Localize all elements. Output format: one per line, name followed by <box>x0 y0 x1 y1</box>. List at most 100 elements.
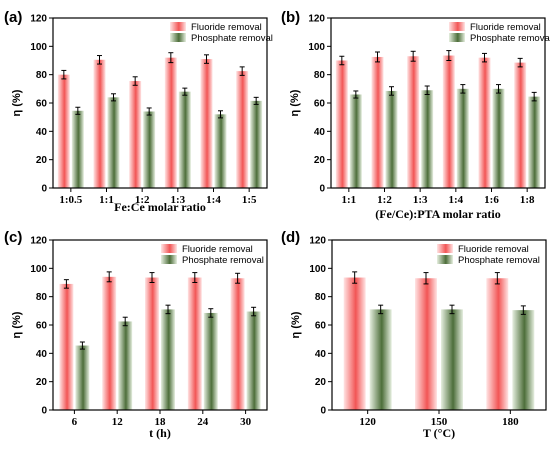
phosphate-bar <box>250 100 263 188</box>
y-tick-label: 120 <box>30 236 47 247</box>
x-tick-label: 150 <box>431 416 448 428</box>
panel-label: (c) <box>4 229 22 246</box>
x-tick-label: 24 <box>197 416 209 428</box>
legend-swatch-phosphate <box>170 33 186 42</box>
phosphate-bar <box>75 345 90 410</box>
y-tick-label: 0 <box>320 406 326 417</box>
y-tick-label: 60 <box>36 99 48 110</box>
panel-2: (b) 0 20 40 60 80 100 120 η (%) 1:1 1:2 1:3 1:4 1:6 1:… <box>281 9 550 221</box>
plot-frame <box>331 239 547 411</box>
y-axis-label: η (%) <box>290 311 302 338</box>
legend-swatch-fluoride <box>437 244 453 253</box>
x-tick-label: 12 <box>112 416 124 428</box>
fluoride-bar <box>236 71 249 188</box>
x-axis-label: T (°C) <box>423 426 455 440</box>
fluoride-bar <box>187 277 202 410</box>
y-tick-label: 40 <box>314 127 326 138</box>
x-tick-label: 1:6 <box>484 194 499 206</box>
panel-3: (c) 0 20 40 60 80 100 120 η (%) 6 12 18 24 30 t (h) Flu… <box>4 229 268 440</box>
x-tick-label: 1:2 <box>135 194 150 206</box>
y-tick-label: 0 <box>319 184 325 195</box>
legend-swatch-fluoride <box>170 22 186 31</box>
x-tick-label: 6 <box>72 416 78 428</box>
y-tick-label: 60 <box>315 321 327 332</box>
x-tick-label: 1:4 <box>448 194 463 206</box>
phosphate-bar <box>441 309 463 410</box>
phosphate-bar <box>143 111 156 188</box>
y-tick-label: 60 <box>314 99 326 110</box>
panel-label: (b) <box>281 9 300 26</box>
legend-label-phosphate: Phosphate removal <box>182 255 264 266</box>
phosphate-bar <box>203 312 218 410</box>
y-tick-label: 80 <box>315 292 327 303</box>
x-tick-label: 1:3 <box>413 194 428 206</box>
y-tick-label: 40 <box>315 349 327 360</box>
fluoride-bar <box>442 55 455 188</box>
y-tick-label: 100 <box>30 264 47 275</box>
y-tick-label: 100 <box>309 264 326 275</box>
x-tick-label: 1:2 <box>377 194 392 206</box>
y-tick-label: 0 <box>41 406 47 417</box>
legend-swatch-phosphate <box>449 33 465 42</box>
phosphate-bar <box>385 90 398 188</box>
y-tick-label: 100 <box>308 42 325 53</box>
x-tick-label: 1:8 <box>520 194 535 206</box>
phosphate-bar <box>118 321 133 410</box>
phosphate-bar <box>107 97 120 188</box>
y-axis-label: η (%) <box>11 89 23 116</box>
x-axis-label: Fe:Ce molar ratio <box>114 200 206 214</box>
legend-swatch-phosphate <box>437 255 453 264</box>
fluoride-bar <box>478 57 491 188</box>
plot-frame <box>330 17 546 189</box>
phosphate-bar <box>456 88 469 188</box>
phosphate-bar <box>528 96 541 188</box>
fluoride-bar <box>486 278 509 410</box>
y-tick-label: 20 <box>36 155 48 166</box>
phosphate-bar <box>161 309 175 410</box>
y-tick-label: 120 <box>309 236 326 247</box>
legend-swatch-fluoride <box>161 244 177 253</box>
phosphate-bar <box>512 310 535 410</box>
y-tick-label: 40 <box>36 127 48 138</box>
y-tick-label: 60 <box>36 321 48 332</box>
x-tick-label: 180 <box>502 416 519 428</box>
panel-label: (d) <box>281 229 300 246</box>
fluoride-bar <box>57 74 70 188</box>
y-tick-label: 80 <box>36 70 48 81</box>
phosphate-bar <box>349 94 362 188</box>
y-tick-label: 40 <box>36 349 48 360</box>
y-tick-label: 100 <box>30 42 47 53</box>
x-tick-label: 120 <box>359 416 376 428</box>
x-tick-label: 30 <box>240 416 252 428</box>
legend-label-fluoride: Fluoride removal <box>191 22 262 33</box>
phosphate-bar <box>246 311 261 410</box>
panel-4: (d) 0 20 40 60 80 100 120 η (%) 120 150 180 T (°C) Fl… <box>281 229 547 440</box>
x-tick-label: 1:1 <box>99 194 114 206</box>
panel-label: (a) <box>4 9 22 26</box>
y-axis-label: η (%) <box>11 311 23 338</box>
legend-label-phosphate: Phosphate removal <box>458 255 540 266</box>
plot-frame <box>52 239 268 411</box>
y-tick-label: 120 <box>308 14 325 25</box>
legend-label-phosphate: Phosphate removal <box>191 33 273 44</box>
y-axis-label: η (%) <box>289 89 301 116</box>
legend-label-phosphate: Phosphate removal <box>470 33 550 44</box>
phosphate-bar <box>421 90 434 188</box>
y-tick-label: 120 <box>30 14 47 25</box>
phosphate-bar <box>214 114 227 188</box>
fluoride-bar <box>200 59 213 189</box>
phosphate-bar <box>492 88 505 188</box>
fluoride-bar <box>343 277 366 410</box>
fluoride-bar <box>145 277 159 410</box>
x-axis-label: (Fe/Ce):PTA molar ratio <box>375 207 501 221</box>
fluoride-bar <box>93 59 106 188</box>
y-tick-label: 20 <box>36 377 48 388</box>
y-tick-label: 20 <box>315 377 327 388</box>
legend-label-fluoride: Fluoride removal <box>182 244 253 255</box>
x-tick-label: 1:0.5 <box>59 194 82 206</box>
phosphate-bar <box>178 91 191 188</box>
fluoride-bar <box>407 56 420 188</box>
